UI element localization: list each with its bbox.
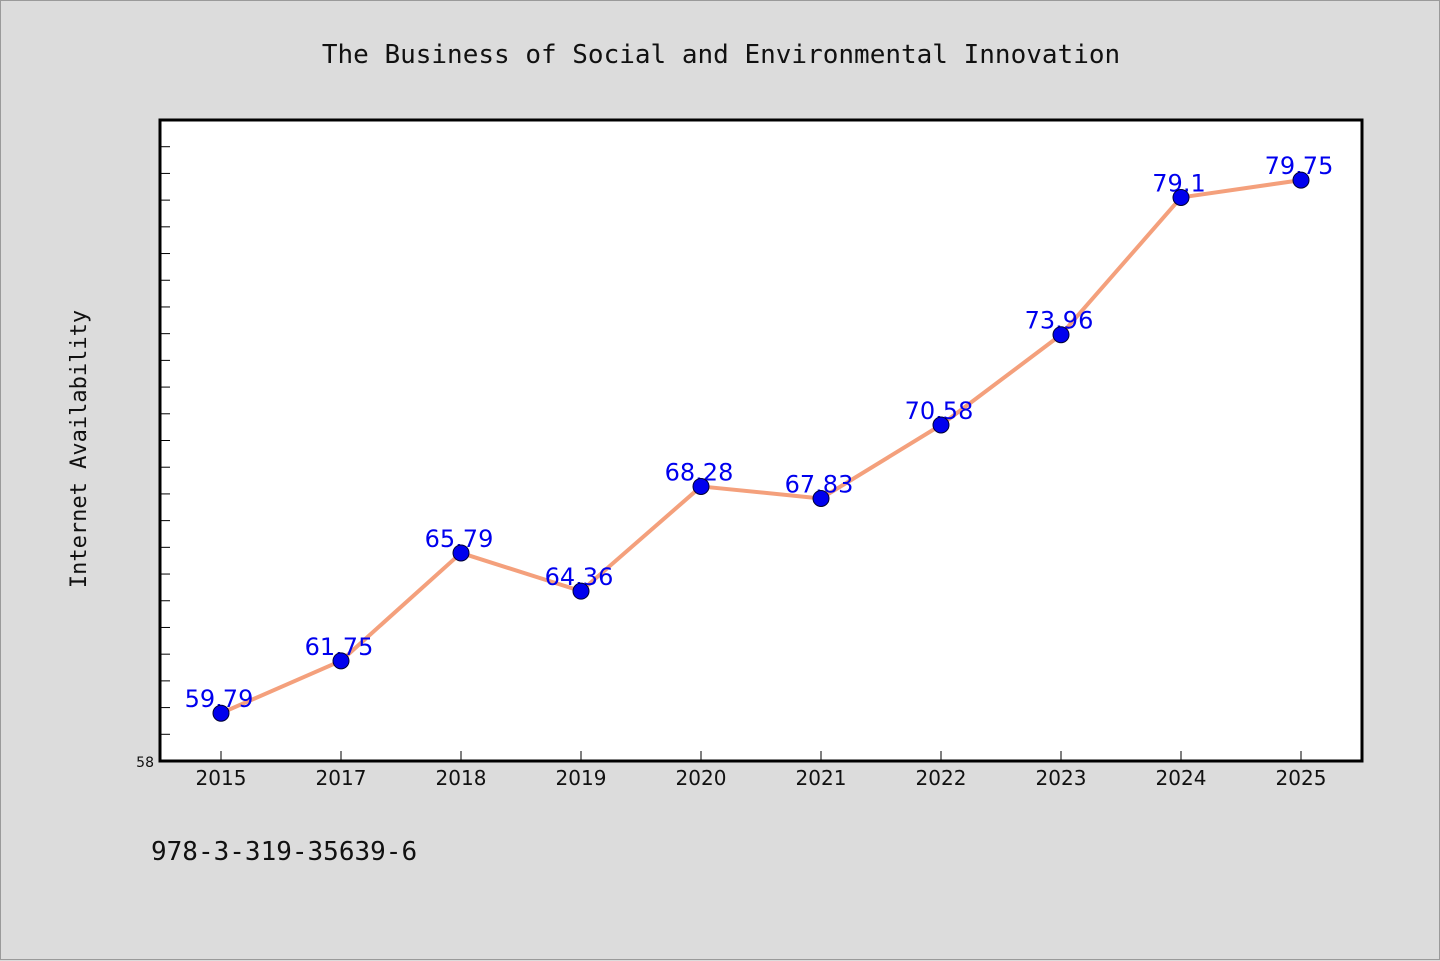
data-point bbox=[692, 477, 710, 495]
data-point bbox=[1292, 171, 1310, 189]
data-point bbox=[212, 704, 230, 722]
x-tick-label: 2022 bbox=[916, 766, 967, 790]
isbn-label: 978-3-319-35639-6 bbox=[151, 837, 418, 867]
data-point bbox=[452, 544, 470, 562]
chart-title: The Business of Social and Environmental… bbox=[322, 40, 1120, 70]
x-tick-label: 2018 bbox=[436, 766, 487, 790]
x-axis-ticks: 2015 2017 2018 2019 2020 2021 2022 2023 2024 2025 bbox=[196, 751, 1327, 790]
y-tick-label: 58 bbox=[136, 755, 154, 771]
data-point bbox=[932, 416, 950, 434]
x-tick-label: 2024 bbox=[1156, 766, 1207, 790]
x-tick-label: 2023 bbox=[1036, 766, 1087, 790]
x-tick-label: 2015 bbox=[196, 766, 247, 790]
plot-area bbox=[158, 118, 1364, 763]
data-point bbox=[1172, 188, 1190, 206]
x-tick-label: 2021 bbox=[796, 766, 847, 790]
x-tick-label: 2025 bbox=[1276, 766, 1327, 790]
x-tick-label: 2020 bbox=[676, 766, 727, 790]
series-line bbox=[220, 178, 1302, 716]
series-markers bbox=[212, 171, 1310, 722]
data-point bbox=[572, 582, 590, 600]
data-point bbox=[1052, 326, 1070, 344]
data-point bbox=[812, 489, 830, 507]
y-axis-label: Internet Availability bbox=[67, 310, 92, 588]
y-axis-ticks: 58 bbox=[136, 146, 170, 771]
data-point bbox=[332, 652, 350, 670]
x-tick-label: 2019 bbox=[556, 766, 607, 790]
x-tick-label: 2017 bbox=[316, 766, 367, 790]
